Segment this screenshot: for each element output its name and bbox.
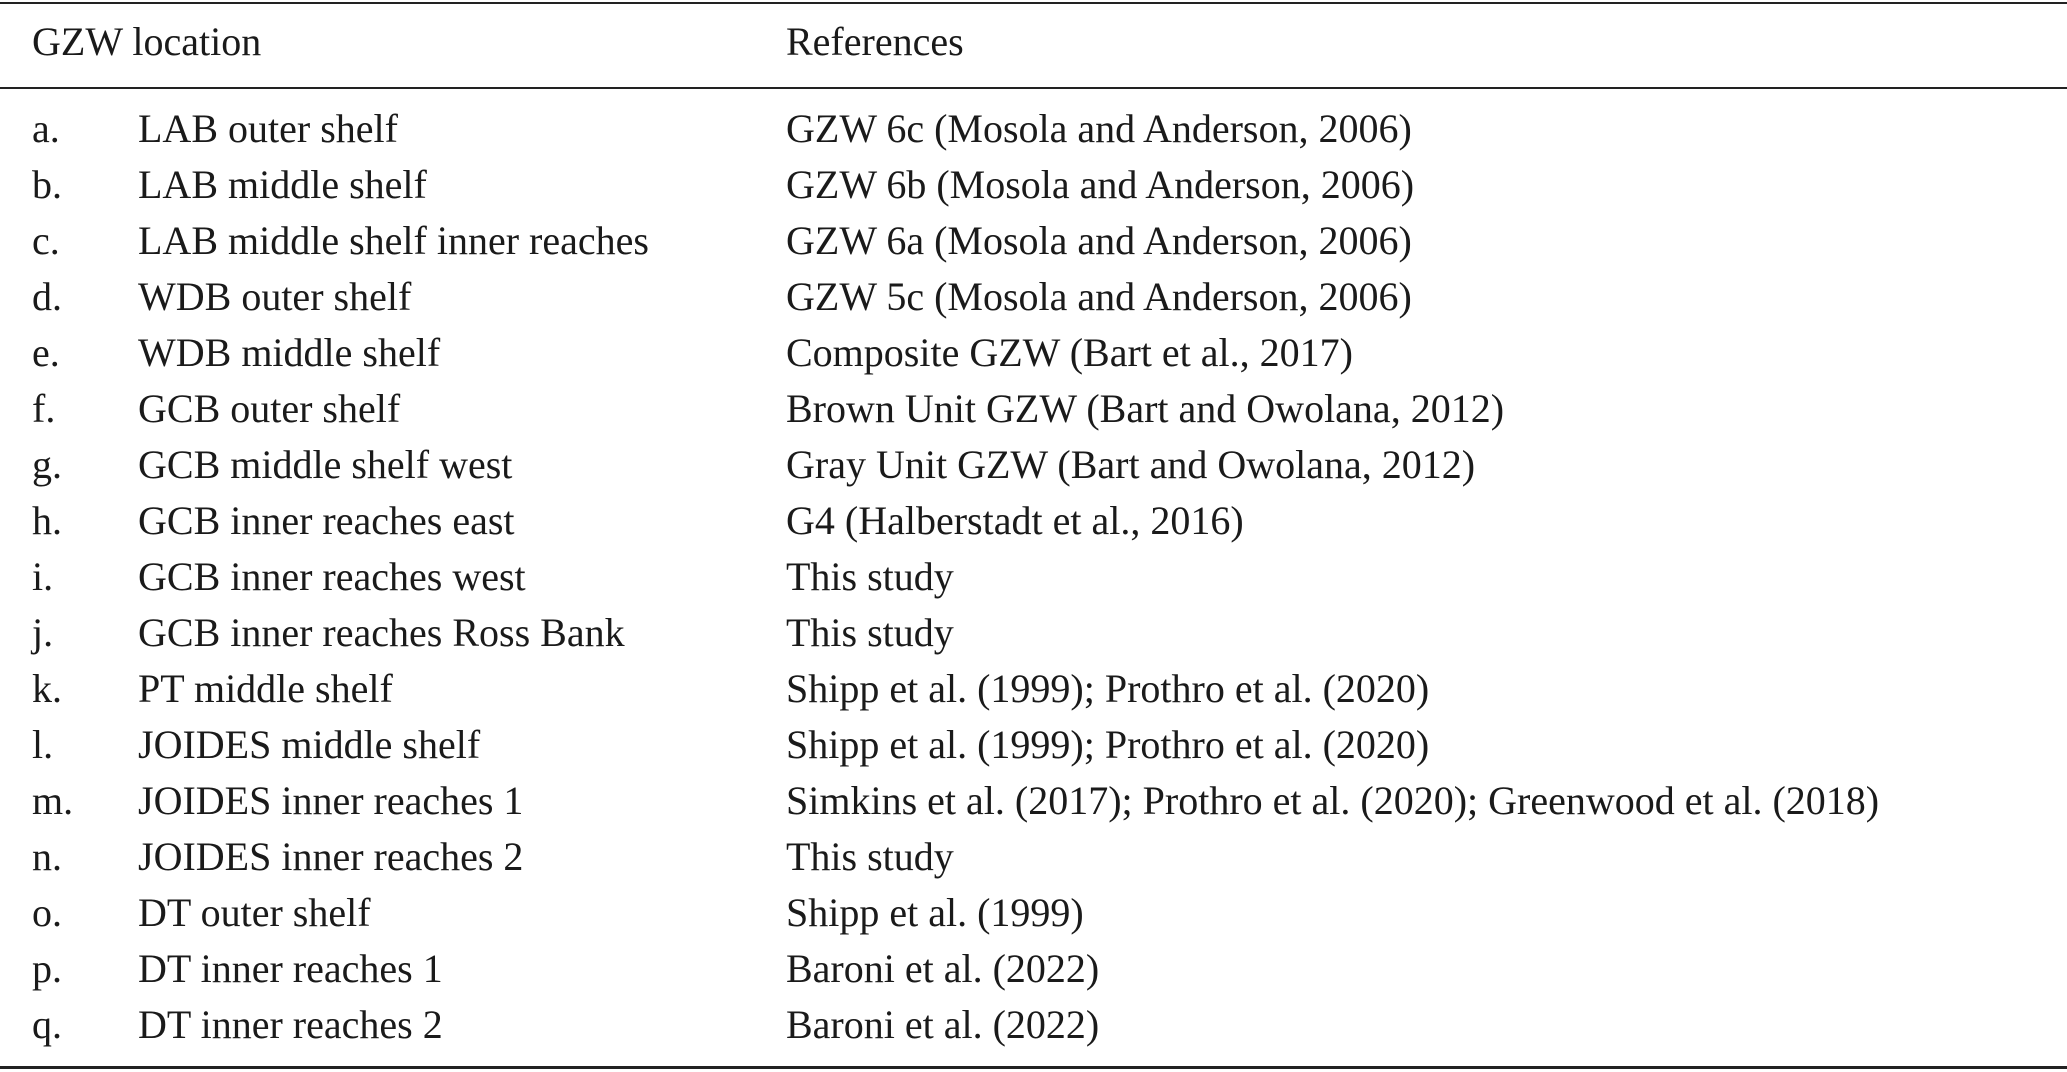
row-reference: GZW 6c (Mosola and Anderson, 2006) [786,106,1412,151]
row-location: LAB outer shelf [138,106,398,151]
table-row: f. GCB outer shelf Brown Unit GZW (Bart … [0,381,2067,437]
row-letter: i. [32,554,54,599]
row-letter: a. [32,106,60,151]
row-letter: c. [32,218,60,263]
table-row: q. DT inner reaches 2 Baroni et al. (202… [0,997,2067,1053]
row-letter: k. [32,666,62,711]
table-top-rule [0,2,2067,4]
row-location: GCB inner reaches Ross Bank [138,610,625,655]
row-location: DT outer shelf [138,890,371,935]
row-location: GCB inner reaches east [138,498,515,543]
table-row: c. LAB middle shelf inner reaches GZW 6a… [0,213,2067,269]
row-location: JOIDES inner reaches 2 [138,834,524,879]
table-row: l. JOIDES middle shelf Shipp et al. (199… [0,717,2067,773]
row-location: JOIDES inner reaches 1 [138,778,524,823]
row-location: GCB middle shelf west [138,442,513,487]
row-location: WDB outer shelf [138,274,412,319]
header-gzw-location: GZW location [32,19,262,64]
row-reference: GZW 6a (Mosola and Anderson, 2006) [786,218,1412,263]
row-letter: e. [32,330,60,375]
table-row: a. LAB outer shelf GZW 6c (Mosola and An… [0,101,2067,157]
row-location: LAB middle shelf inner reaches [138,218,649,263]
row-letter: m. [32,778,74,823]
row-letter: q. [32,1002,62,1047]
row-location: GCB inner reaches west [138,554,526,599]
table-row: e. WDB middle shelf Composite GZW (Bart … [0,325,2067,381]
row-reference: Shipp et al. (1999); Prothro et al. (202… [786,666,1430,711]
header-references: References [786,19,964,64]
row-location: DT inner reaches 2 [138,1002,443,1047]
table-header-row: GZW location References [0,14,2067,70]
row-location: GCB outer shelf [138,386,401,431]
row-reference: Composite GZW (Bart et al., 2017) [786,330,1353,375]
row-location: PT middle shelf [138,666,393,711]
row-location: JOIDES middle shelf [138,722,481,767]
row-reference: Baroni et al. (2022) [786,946,1100,991]
table-row: m. JOIDES inner reaches 1 Simkins et al.… [0,773,2067,829]
table-row: o. DT outer shelf Shipp et al. (1999) [0,885,2067,941]
table-row: g. GCB middle shelf west Gray Unit GZW (… [0,437,2067,493]
row-letter: d. [32,274,62,319]
row-reference: Baroni et al. (2022) [786,1002,1100,1047]
row-reference: Shipp et al. (1999); Prothro et al. (202… [786,722,1430,767]
row-reference: This study [786,554,954,599]
table-row: j. GCB inner reaches Ross Bank This stud… [0,605,2067,661]
row-reference: G4 (Halberstadt et al., 2016) [786,498,1244,543]
row-letter: g. [32,442,62,487]
row-reference: GZW 6b (Mosola and Anderson, 2006) [786,162,1415,207]
row-reference: GZW 5c (Mosola and Anderson, 2006) [786,274,1412,319]
row-letter: p. [32,946,62,991]
row-location: WDB middle shelf [138,330,441,375]
row-reference: Simkins et al. (2017); Prothro et al. (2… [786,778,1880,823]
row-letter: l. [32,722,54,767]
row-letter: n. [32,834,62,879]
table-row: d. WDB outer shelf GZW 5c (Mosola and An… [0,269,2067,325]
row-letter: j. [32,610,54,655]
row-reference: Gray Unit GZW (Bart and Owolana, 2012) [786,442,1476,487]
row-location: LAB middle shelf [138,162,427,207]
table-row: h. GCB inner reaches east G4 (Halberstad… [0,493,2067,549]
table-row: n. JOIDES inner reaches 2 This study [0,829,2067,885]
row-location: DT inner reaches 1 [138,946,443,991]
table-row: k. PT middle shelf Shipp et al. (1999); … [0,661,2067,717]
row-reference: Shipp et al. (1999) [786,890,1084,935]
row-letter: o. [32,890,62,935]
table-row: i. GCB inner reaches west This study [0,549,2067,605]
row-letter: b. [32,162,62,207]
table-body: a. LAB outer shelf GZW 6c (Mosola and An… [0,101,2067,1053]
row-reference: Brown Unit GZW (Bart and Owolana, 2012) [786,386,1505,431]
table-header-rule [0,87,2067,89]
table-row: b. LAB middle shelf GZW 6b (Mosola and A… [0,157,2067,213]
row-reference: This study [786,834,954,879]
row-letter: h. [32,498,62,543]
row-reference: This study [786,610,954,655]
table-row: p. DT inner reaches 1 Baroni et al. (202… [0,941,2067,997]
table-bottom-rule [0,1066,2067,1069]
row-letter: f. [32,386,56,431]
